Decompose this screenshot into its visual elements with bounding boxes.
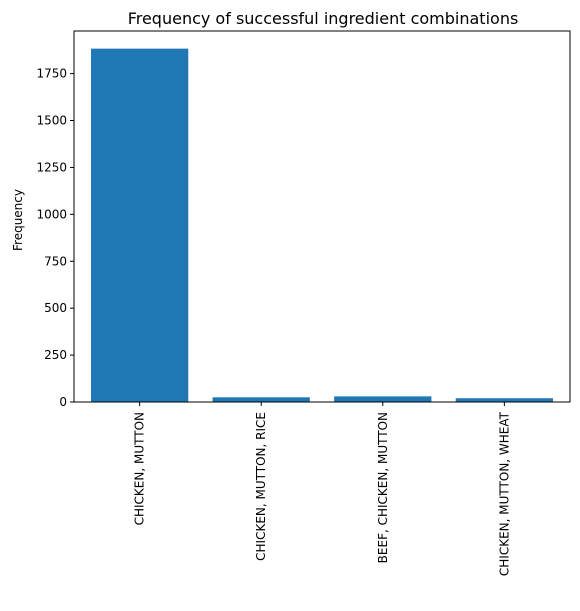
bar-1 (212, 397, 310, 402)
y-tick-label-3: 750 (44, 254, 67, 268)
bar-0 (91, 48, 189, 402)
y-ticks-group: 0 250 500 750 1000 1250 1500 1750 (36, 67, 74, 409)
y-tick-label-6: 1500 (36, 114, 67, 128)
x-tick-label-2: BEEF, CHICKEN, MUTTON (376, 412, 390, 563)
y-tick-label-7: 1750 (36, 67, 67, 81)
chart-title: Frequency of successful ingredient combi… (128, 9, 519, 28)
y-tick-label-1: 250 (44, 348, 67, 362)
y-axis-label: Frequency (11, 189, 25, 251)
y-tick-label-2: 500 (44, 301, 67, 315)
y-tick-label-5: 1250 (36, 160, 67, 174)
bar-3 (455, 398, 553, 402)
plot-frame (73, 30, 571, 403)
x-ticks-group: CHICKEN, MUTTON CHICKEN, MUTTON, RICE BEEF… (133, 402, 511, 576)
y-tick-label-4: 1000 (36, 207, 67, 221)
x-tick-label-1: CHICKEN, MUTTON, RICE (254, 412, 268, 561)
x-tick-label-0: CHICKEN, MUTTON (133, 412, 147, 525)
bar-2 (334, 396, 432, 402)
x-tick-label-3: CHICKEN, MUTTON, WHEAT (497, 411, 511, 576)
bars-group (91, 48, 553, 402)
y-tick-label-0: 0 (59, 395, 67, 409)
